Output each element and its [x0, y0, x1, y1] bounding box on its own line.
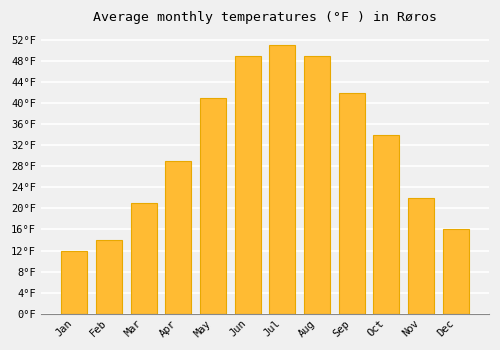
Bar [304, 56, 330, 314]
Bar [338, 93, 364, 314]
Title: Average monthly temperatures (°F ) in Røros: Average monthly temperatures (°F ) in Rø… [93, 11, 437, 24]
Bar [62, 251, 88, 314]
Bar [200, 98, 226, 314]
Bar [166, 161, 192, 314]
Bar [234, 56, 260, 314]
Bar [373, 135, 399, 314]
Bar [130, 203, 156, 314]
Bar [96, 240, 122, 314]
Bar [408, 198, 434, 314]
Bar [442, 230, 468, 314]
Bar [270, 45, 295, 314]
